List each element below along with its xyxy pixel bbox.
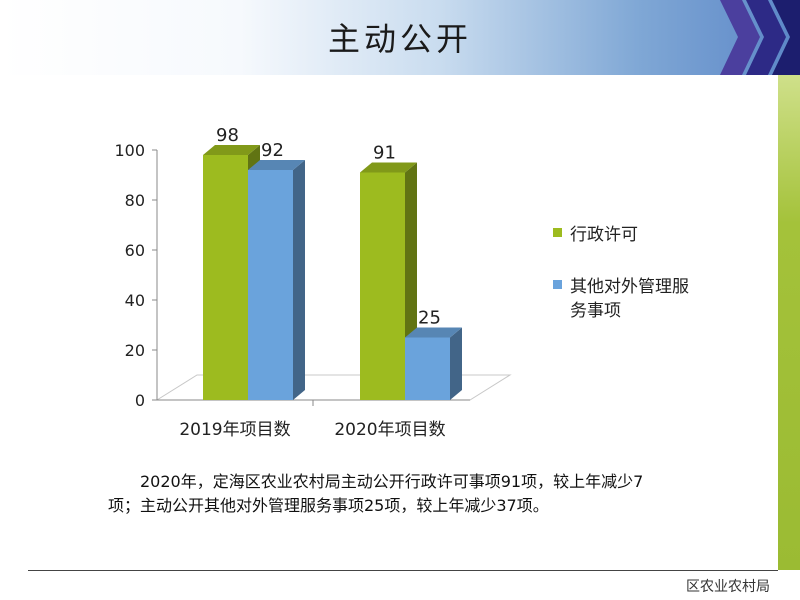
legend-label: 行政许可 [570,225,638,245]
data-label: 92 [261,140,284,161]
legend-label: 其他对外管理服务事项 [570,277,689,321]
data-label: 91 [373,143,396,164]
bar [405,337,450,400]
bar-side [293,160,305,400]
bar-chart: 0 20 40 60 80 100 98 92 2019年项目数 91 25 2020年项目数 行政许可… [114,125,689,440]
slide-title: 主动公开 [327,20,472,58]
chevron-decoration-icon [720,0,800,75]
y-tick-label: 20 [125,341,145,360]
legend-swatch [553,280,562,289]
accent-side-bar [778,75,800,570]
bar-top [405,327,462,338]
bar-top [203,145,260,155]
legend-swatch [553,228,562,237]
title-banner [0,0,800,75]
bar [203,155,248,400]
bar-side [450,327,462,400]
footer-org-name: 区农业农村局 [686,579,770,595]
bar [360,172,405,400]
slide-description: 2020年，定海区农业农村局主动公开行政许可事项91项，较上年减少7项；主动公开… [108,472,644,515]
bar-top [248,160,305,170]
x-tick-label: 2019年项目数 [179,420,290,440]
data-label: 25 [418,308,441,329]
y-tick-label: 0 [135,391,145,410]
bar [248,170,293,400]
footer-divider [28,570,778,571]
y-tick-label: 40 [125,291,145,310]
data-label: 98 [216,125,239,146]
x-tick-label: 2020年项目数 [334,420,445,440]
y-tick-label: 100 [114,141,145,160]
y-tick-label: 60 [125,241,145,260]
bar-top [360,162,417,173]
y-tick-label: 80 [125,191,145,210]
